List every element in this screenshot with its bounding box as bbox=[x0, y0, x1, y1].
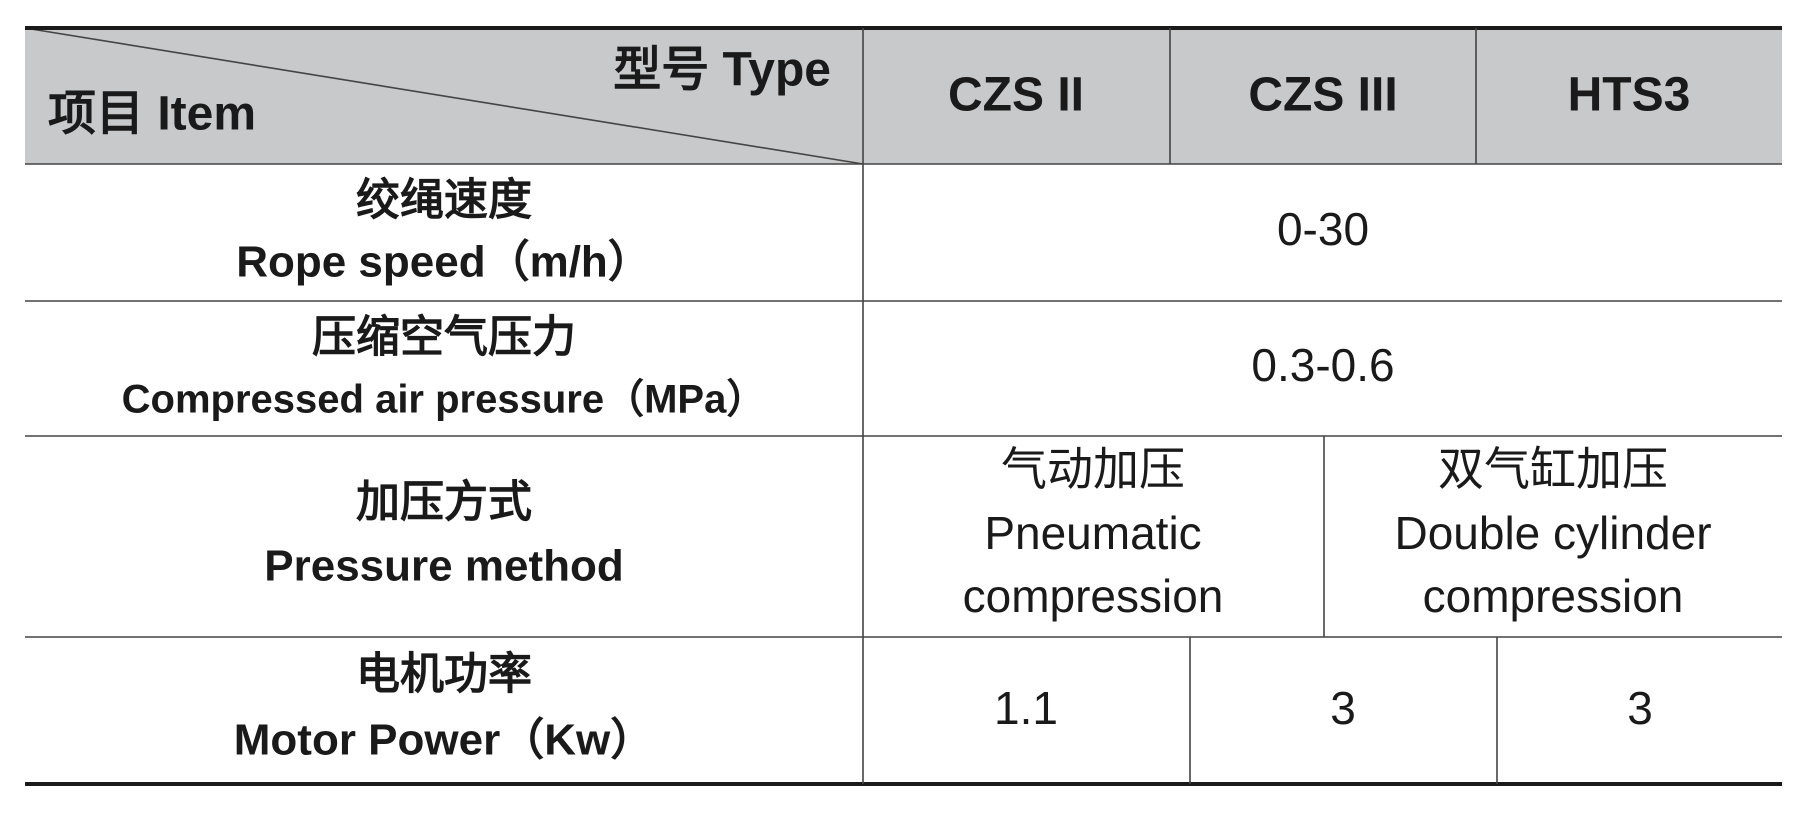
row-label-en: Pressure method bbox=[264, 542, 623, 591]
row-label-zh: 加压方式 bbox=[356, 478, 532, 527]
type-label: 型号 Type bbox=[613, 44, 831, 97]
cell: 3 bbox=[1330, 682, 1356, 734]
cell: 1.1 bbox=[994, 682, 1058, 734]
cell-zh: 双气缸加压 bbox=[1438, 443, 1668, 495]
item-label: 项目 Item bbox=[48, 88, 256, 141]
row-label-en: Compressed air pressure（MPa） bbox=[122, 378, 767, 422]
column-header: CZS II bbox=[948, 69, 1084, 122]
cell-en: Pneumatic bbox=[984, 507, 1201, 559]
cell-en: Double cylinder bbox=[1394, 507, 1711, 559]
row-label-zh: 压缩空气压力 bbox=[312, 313, 576, 362]
row-label-zh: 电机功率 bbox=[356, 650, 532, 699]
header-band bbox=[25, 28, 1782, 164]
row-label-zh: 绞绳速度 bbox=[356, 176, 532, 225]
cell-en: compression bbox=[963, 570, 1224, 622]
cell-zh: 气动加压 bbox=[1001, 443, 1185, 495]
column-header: HTS3 bbox=[1568, 69, 1691, 122]
cell: 0-30 bbox=[1277, 203, 1369, 255]
cell-en: compression bbox=[1423, 570, 1684, 622]
cell: 0.3-0.6 bbox=[1251, 339, 1394, 391]
diagonal bbox=[24, 27, 864, 165]
row-label-en: Motor Power（Kw） bbox=[234, 716, 654, 765]
cell: 3 bbox=[1627, 682, 1653, 734]
column-header: CZS III bbox=[1248, 69, 1397, 122]
row-label-en: Rope speed（m/h） bbox=[236, 238, 652, 287]
